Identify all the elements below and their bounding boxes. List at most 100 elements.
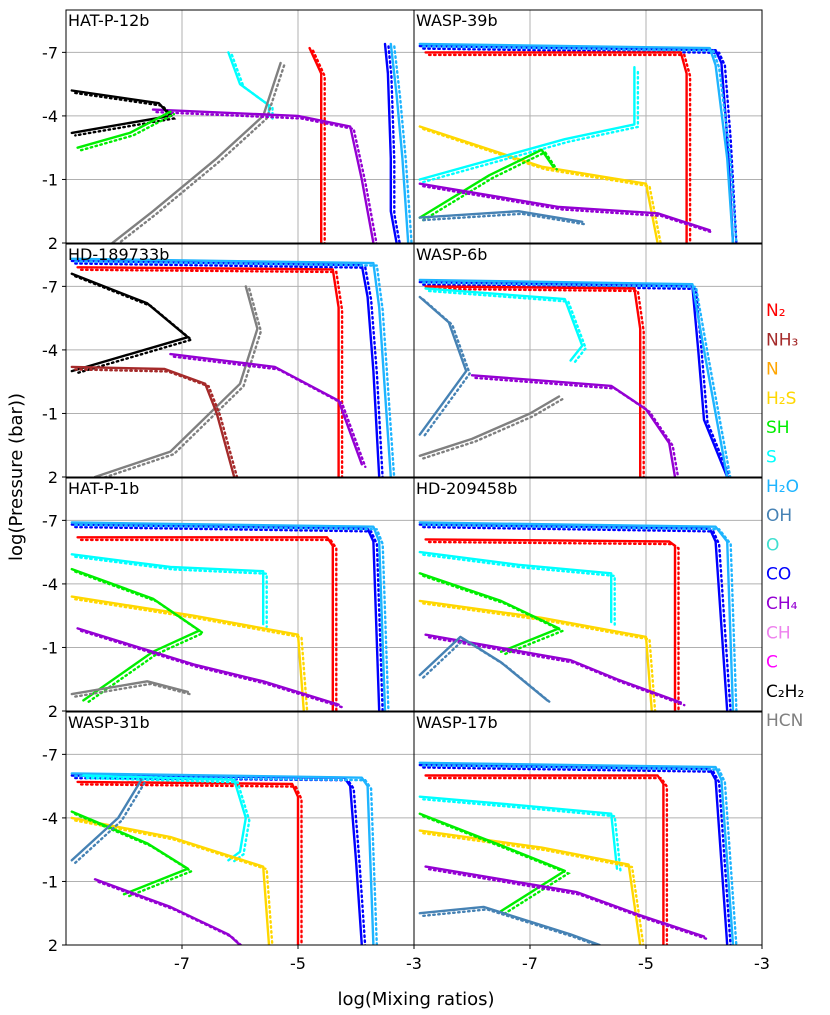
series-line-dotted (393, 45, 413, 243)
panel-hat-p-12b: HAT-P-12b (65, 9, 415, 244)
series-line-dotted (474, 376, 680, 477)
x-tick-label: -5 (290, 954, 306, 973)
series-line (424, 51, 688, 243)
panel-title: WASP-17b (416, 713, 498, 732)
series-line-dotted (427, 636, 686, 707)
panel-title: HD-209458b (416, 479, 517, 498)
y-tick-label: -7 (42, 511, 58, 530)
series-line (76, 110, 172, 149)
panel-wasp-31b: WASP-31b (65, 711, 415, 946)
panel-wasp-39b: WASP-39b (413, 9, 763, 244)
series-line (418, 65, 636, 181)
series-line-dotted (74, 598, 309, 711)
series-line (82, 774, 248, 862)
series-line (418, 599, 653, 711)
series-line (418, 209, 584, 224)
panel-wasp-6b: WASP-6b (413, 243, 763, 478)
series-line-dotted (427, 289, 588, 365)
y-tick-label: -7 (42, 43, 58, 62)
series-line-dotted (422, 397, 564, 460)
series-line (418, 278, 729, 477)
series-line-dotted (422, 908, 600, 945)
y-tick-label: -7 (42, 277, 58, 296)
series-line-dotted (427, 53, 692, 243)
series-line-dotted (79, 538, 338, 711)
legend-entry: H₂O (766, 477, 799, 497)
series-line-dotted (102, 287, 263, 477)
series-line (418, 905, 601, 945)
panel-title: WASP-39b (416, 11, 498, 30)
series-line-dotted (422, 45, 738, 243)
series-line (424, 287, 584, 362)
panel-wasp-17b: WASP-17b (413, 711, 763, 946)
panel-title: HD-189733b (68, 245, 169, 264)
y-tick-label: -7 (42, 745, 58, 764)
series-line-dotted (387, 45, 401, 243)
series-line (70, 567, 201, 702)
series-line-dotted (74, 682, 193, 698)
series-line-dotted (427, 868, 709, 941)
series-line-dotted (422, 150, 558, 222)
panel-title: WASP-6b (416, 245, 487, 264)
series-line (424, 774, 665, 945)
series-line (70, 521, 387, 711)
series-line (418, 395, 561, 457)
series-line-dotted (422, 602, 657, 711)
y-tick-label: -1 (42, 404, 58, 423)
series-line-dotted (422, 523, 738, 711)
series-line-dotted (117, 64, 286, 243)
legend-entry: N₂ (766, 301, 786, 321)
x-axis-label: log(Mixing ratios) (337, 989, 494, 1010)
panel-frame (413, 9, 763, 244)
series-line-dotted (422, 68, 640, 184)
series-line (308, 46, 323, 243)
y-tick-label: -4 (42, 809, 58, 828)
x-tick-label: -7 (522, 954, 538, 973)
series-line-dotted (427, 776, 669, 945)
y-tick-label: -4 (42, 341, 58, 360)
x-tick-label: -5 (638, 954, 654, 973)
x-tick-label: -3 (406, 954, 422, 973)
series-line-dotted (422, 766, 732, 945)
panel-title: WASP-31b (68, 713, 150, 732)
series-line-dotted (422, 298, 472, 439)
series-line (70, 553, 265, 626)
series-line-dotted (422, 281, 732, 477)
series-line-dotted (422, 553, 616, 626)
series-line-dotted (172, 355, 367, 468)
series-line-dotted (422, 525, 732, 711)
series-line (418, 572, 561, 653)
series-line-dotted (422, 815, 571, 915)
panel-background (414, 478, 762, 711)
series-line-dotted (74, 525, 384, 711)
y-tick-label: -4 (42, 107, 58, 126)
legend-entry: HCN (766, 711, 803, 731)
y-tick-label: -1 (42, 170, 58, 189)
series-line (151, 108, 375, 243)
panel-hat-p-1b: HAT-P-1b (65, 477, 415, 712)
y-tick-label: 2 (48, 468, 58, 487)
series-line (418, 182, 711, 232)
series-line (424, 538, 677, 711)
series-line (76, 780, 300, 945)
series-line (70, 778, 143, 862)
panel-title: HAT-P-1b (68, 479, 139, 498)
legend-entry: SH (766, 418, 790, 438)
series-line-dotted (79, 629, 344, 709)
series-line (70, 257, 392, 477)
series-line (70, 595, 305, 711)
legend-entry: H₂S (766, 389, 796, 409)
series-line (70, 89, 172, 135)
series-line-dotted (422, 637, 553, 705)
series-line (418, 812, 566, 913)
legend-entry: S (766, 448, 777, 468)
legend-entry: O (766, 535, 779, 555)
series-line-dotted (155, 110, 378, 243)
series-line (424, 633, 682, 704)
series-line (418, 761, 735, 945)
series-line (93, 285, 259, 477)
series-line (76, 536, 334, 711)
series-line-dotted (74, 368, 239, 477)
legend-entry: CH₄ (766, 594, 798, 614)
series-line-dotted (427, 540, 680, 711)
